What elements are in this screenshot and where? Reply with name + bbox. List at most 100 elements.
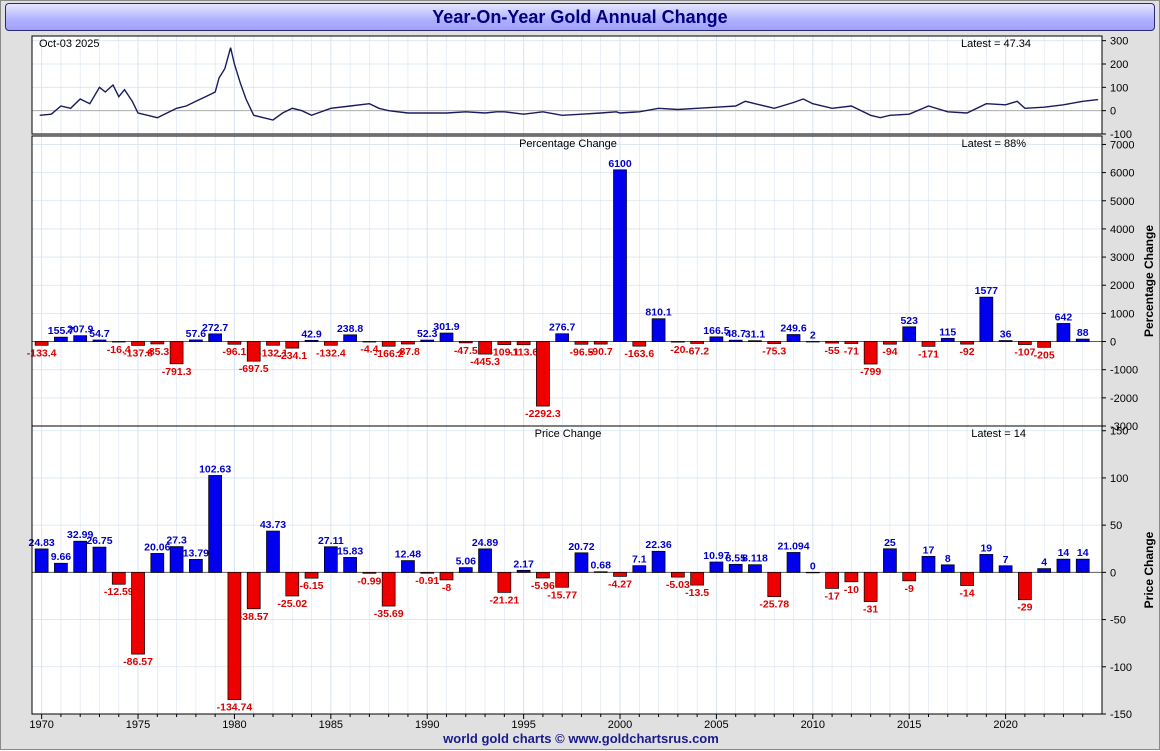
data-label-2002: 810.1 bbox=[645, 307, 671, 319]
x-tick-label-1985: 1985 bbox=[319, 719, 343, 731]
data-label-2009: 21.094 bbox=[777, 540, 809, 552]
bar-1988 bbox=[381, 572, 396, 607]
y-tick-label: 0 bbox=[1110, 337, 1116, 349]
data-label-1972: 207.9 bbox=[67, 324, 93, 336]
bar-1987 bbox=[362, 341, 377, 343]
bar-2012 bbox=[844, 572, 859, 583]
x-tick-label-1990: 1990 bbox=[415, 719, 439, 731]
bar-1992 bbox=[458, 567, 473, 573]
bar-2018 bbox=[960, 572, 974, 586]
bar-1979 bbox=[208, 333, 223, 342]
bar-2007 bbox=[748, 340, 762, 342]
data-label-1995: 2.17 bbox=[513, 558, 534, 570]
data-label-2011: -17 bbox=[824, 590, 839, 602]
bar-1978 bbox=[189, 339, 203, 342]
bar-2008 bbox=[767, 572, 782, 598]
bar-1974 bbox=[111, 572, 126, 585]
data-label-1974: -16.4 bbox=[107, 344, 131, 356]
bar-2003 bbox=[671, 341, 685, 343]
data-label-1988: -35.69 bbox=[374, 608, 404, 620]
y-tick-label: 100 bbox=[1110, 473, 1128, 485]
data-label-2018: -14 bbox=[959, 588, 974, 600]
data-label-1979: 272.7 bbox=[202, 322, 228, 334]
data-label-1980: -96.1 bbox=[222, 346, 246, 358]
bar-2002 bbox=[651, 550, 666, 573]
data-label-1978: 57.6 bbox=[186, 328, 207, 340]
bar-2022 bbox=[1037, 341, 1052, 348]
bar-1980 bbox=[227, 572, 242, 700]
bar-2005 bbox=[709, 336, 724, 342]
data-label-1993: -445.3 bbox=[470, 356, 500, 368]
bar-2010 bbox=[805, 572, 820, 574]
bar-1994 bbox=[497, 572, 512, 593]
date-label: Oct-03 2025 bbox=[39, 38, 100, 50]
series-line bbox=[39, 47, 1099, 121]
data-label-2009: 249.6 bbox=[780, 323, 806, 335]
data-label-2013: -31 bbox=[863, 604, 878, 616]
data-label-1973: 54.7 bbox=[89, 328, 110, 340]
data-label-2011: -55 bbox=[824, 345, 839, 357]
y-tick-label: 200 bbox=[1110, 59, 1128, 71]
data-label-1977: -791.3 bbox=[162, 366, 192, 378]
data-label-2022: 4 bbox=[1041, 557, 1047, 569]
panel-0-border bbox=[31, 35, 1103, 135]
bar-2023 bbox=[1056, 558, 1071, 573]
data-label-2015: -9 bbox=[905, 583, 914, 595]
data-label-2015: 523 bbox=[900, 315, 918, 327]
y-tick-label: -50 bbox=[1110, 615, 1126, 627]
data-label-2003: -5.03 bbox=[666, 579, 690, 591]
bar-2009 bbox=[786, 334, 801, 342]
y-axis-title-1: Percentage Change bbox=[1142, 225, 1156, 337]
bar-2024 bbox=[1075, 338, 1090, 342]
data-label-1998: 20.72 bbox=[568, 541, 594, 553]
y-tick-label: 50 bbox=[1110, 520, 1122, 532]
y-tick-label: 300 bbox=[1110, 36, 1128, 48]
bar-1997 bbox=[555, 333, 570, 342]
data-label-2005: 10.97 bbox=[703, 550, 729, 562]
data-label-1981: -697.5 bbox=[239, 363, 269, 375]
x-tick-label-2010: 2010 bbox=[801, 719, 825, 731]
bar-1970 bbox=[34, 341, 49, 346]
bar-2017 bbox=[940, 337, 955, 342]
bar-2013 bbox=[863, 341, 878, 365]
title-bar: Year-On-Year Gold Annual Change bbox=[5, 3, 1155, 31]
bar-2022 bbox=[1037, 568, 1052, 573]
bar-1993 bbox=[478, 341, 492, 355]
data-label-2023: 642 bbox=[1055, 311, 1073, 323]
data-label-2016: 17 bbox=[923, 544, 935, 556]
data-label-1997: -15.77 bbox=[547, 589, 577, 601]
panel-2-border bbox=[31, 425, 1103, 715]
data-label-1990: -0.91 bbox=[415, 575, 439, 587]
latest-label-2: Latest = 14 bbox=[971, 428, 1026, 440]
bar-2014 bbox=[883, 548, 897, 573]
y-axis-title-2: Price Change bbox=[1142, 531, 1156, 608]
y-tick-label: -100 bbox=[1110, 662, 1132, 674]
data-label-2018: -92 bbox=[959, 346, 974, 358]
data-label-2008: -75.3 bbox=[762, 346, 786, 358]
data-label-2000: -4.27 bbox=[608, 578, 632, 590]
footer-credit: world gold charts © www.goldchartsrus.co… bbox=[443, 731, 719, 746]
data-label-1985: -132.4 bbox=[316, 347, 346, 359]
panel-label-1: Percentage Change bbox=[519, 138, 617, 150]
bar-1981 bbox=[246, 572, 261, 610]
data-label-1989: -87.8 bbox=[396, 346, 420, 358]
bar-1997 bbox=[555, 572, 570, 588]
bar-2016 bbox=[921, 341, 936, 347]
bar-1990 bbox=[420, 339, 435, 342]
latest-label: Latest = 47.34 bbox=[961, 38, 1031, 50]
bar-1983 bbox=[285, 572, 300, 597]
data-label-2017: 115 bbox=[939, 326, 956, 338]
bar-1982 bbox=[266, 341, 280, 346]
y-tick-label: 0 bbox=[1110, 567, 1116, 579]
data-label-2024: 88 bbox=[1077, 327, 1089, 339]
bar-2021 bbox=[1018, 572, 1032, 601]
data-label-1988: -166.2 bbox=[374, 348, 404, 360]
bar-2000 bbox=[613, 169, 627, 342]
bar-1970 bbox=[34, 548, 49, 573]
bar-1976 bbox=[150, 553, 165, 573]
bar-2020 bbox=[998, 340, 1013, 342]
data-label-1976: 20.06 bbox=[144, 541, 170, 553]
bar-2018 bbox=[960, 341, 974, 345]
